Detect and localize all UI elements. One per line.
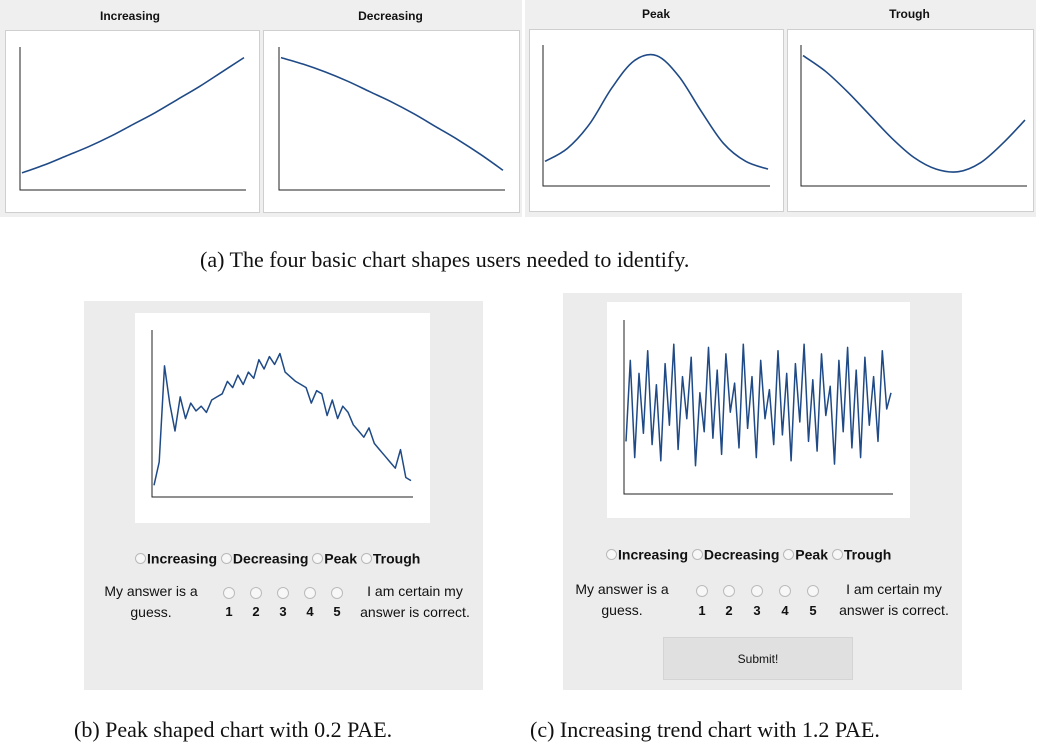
series-line-1 [280, 56, 504, 171]
axes-0 [19, 47, 246, 191]
caption-a: (a) The four basic chart shapes users ne… [200, 247, 690, 272]
panel-title-decreasing: Decreasing [358, 9, 423, 23]
scale-num-3-c: 3 [753, 603, 761, 618]
series-line-4 [153, 352, 412, 486]
radio-peak-c[interactable] [783, 548, 795, 560]
scale-radio-2-c[interactable] [723, 585, 735, 597]
scale-num-4: 4 [306, 604, 314, 619]
submit-button[interactable]: Submit! [663, 637, 853, 680]
panel-b-chart-area [135, 313, 430, 523]
panel-b-options: Increasing Decreasing Peak Trough [135, 549, 420, 566]
scale-radio-4[interactable] [304, 587, 316, 599]
scale-radio-2[interactable] [250, 587, 262, 599]
series-line-0 [21, 56, 245, 174]
caption-c: (c) Increasing trend chart with 1.2 PAE. [530, 717, 880, 742]
panel-title-increasing: Increasing [99, 9, 161, 23]
option-label-trough-c: Trough [843, 546, 892, 563]
radio-decreasing[interactable] [220, 552, 232, 564]
plot-box-increasing [5, 30, 260, 213]
option-label-increasing-c: Increasing [618, 546, 689, 563]
option-label-decreasing: Decreasing [232, 550, 309, 567]
radio-trough[interactable] [360, 552, 372, 564]
panel-title-peak: Peak [641, 7, 671, 21]
scale-right-label-c: I am certain my answer is correct. [831, 579, 957, 621]
axes-5 [623, 320, 893, 495]
scale-left-line1-c: My answer is a [575, 581, 669, 597]
option-label-peak: Peak [324, 550, 357, 567]
scale-num-5: 5 [333, 604, 341, 619]
scale-num-2-c: 2 [725, 603, 733, 618]
axes-1 [278, 47, 505, 191]
axes-3 [800, 45, 1027, 187]
series-line-5 [625, 343, 892, 467]
scale-radio-1-c[interactable] [696, 585, 708, 597]
scale-radio-5[interactable] [331, 587, 343, 599]
radio-peak[interactable] [312, 552, 324, 564]
scale-right-line2: answer is correct. [360, 604, 470, 620]
scale-right-line2-c: answer is correct. [839, 602, 949, 618]
scale-num-1: 1 [225, 604, 233, 619]
scale-radio-4-c[interactable] [779, 585, 791, 597]
series-line-3 [802, 54, 1026, 173]
scale-right-line1: I am certain my [367, 583, 463, 599]
scale-num-1-c: 1 [698, 603, 706, 618]
scale-left-label-c: My answer is a guess. [567, 579, 677, 621]
series-line-2 [544, 53, 769, 170]
radio-decreasing-c[interactable] [691, 548, 703, 560]
plot-box-peak [529, 29, 784, 212]
radio-increasing[interactable] [135, 552, 146, 564]
scale-right-line1-c: I am certain my [846, 581, 942, 597]
scale-radio-3-c[interactable] [751, 585, 763, 597]
scale-num-4-c: 4 [781, 603, 789, 618]
scale-num-2: 2 [252, 604, 260, 619]
scale-left-line1: My answer is a [104, 583, 198, 599]
caption-b: (b) Peak shaped chart with 0.2 PAE. [74, 717, 393, 742]
scale-left-line2: guess. [130, 604, 172, 620]
option-label-increasing: Increasing [147, 550, 218, 567]
scale-radio-5-c[interactable] [807, 585, 819, 597]
axes-2 [542, 45, 770, 187]
scale-right-label: I am certain my answer is correct. [352, 581, 478, 623]
plot-box-decreasing [263, 30, 520, 213]
scale-radio-1[interactable] [223, 587, 235, 599]
scale-num-5-c: 5 [809, 603, 817, 618]
axes-4 [151, 330, 413, 498]
panel-title-trough: Trough [889, 7, 930, 21]
plot-box-trough [787, 29, 1034, 212]
radio-increasing-c[interactable] [606, 548, 617, 560]
scale-num-3: 3 [279, 604, 287, 619]
option-label-decreasing-c: Decreasing [703, 546, 780, 563]
scale-radio-3[interactable] [277, 587, 289, 599]
radio-trough-c[interactable] [831, 548, 843, 560]
scale-left-label: My answer is a guess. [96, 581, 206, 623]
option-label-peak-c: Peak [795, 546, 828, 563]
option-label-trough: Trough [372, 550, 421, 567]
scale-left-line2-c: guess. [601, 602, 643, 618]
panel-c-options: Increasing Decreasing Peak Trough [606, 545, 891, 562]
